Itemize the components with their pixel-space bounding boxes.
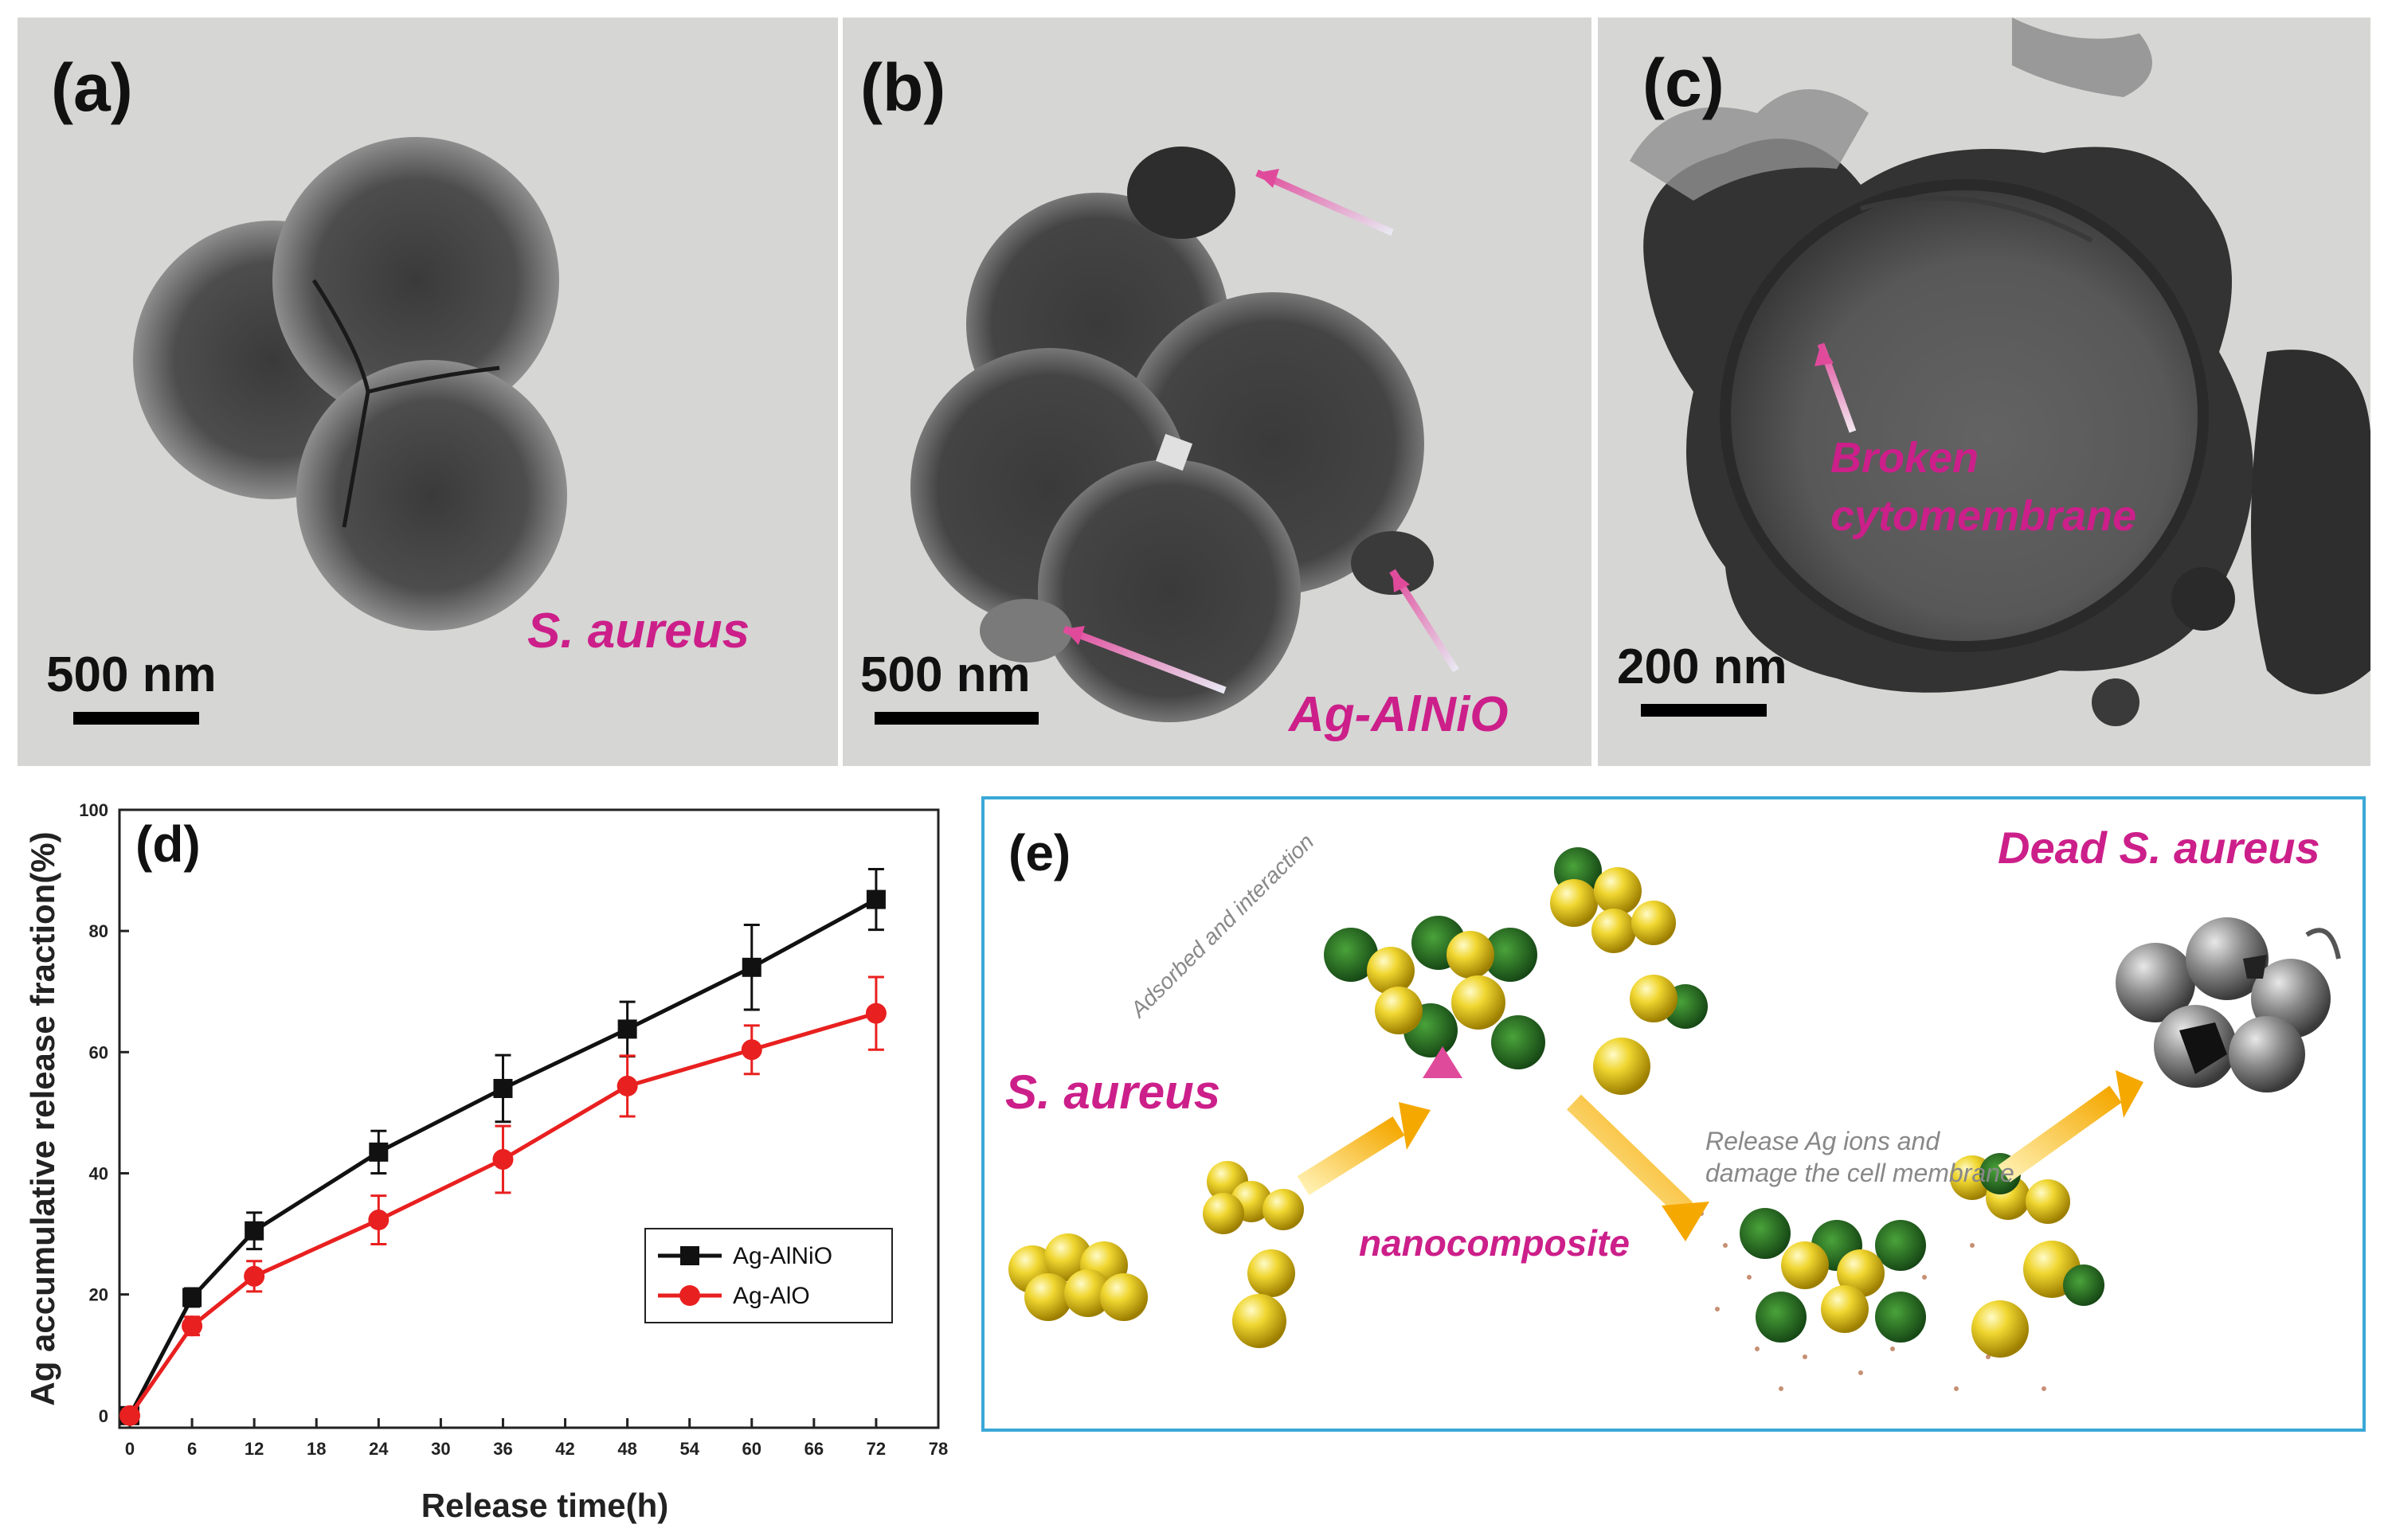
y-tick-label: 80 — [89, 921, 108, 941]
release-chart: 0 6 12 18 24 30 36 42 48 54 60 66 72 78 0 20 40 60 80 100 Re… — [0, 776, 956, 1540]
data-point — [369, 1142, 389, 1162]
nanocomposite-cluster-top — [1324, 916, 1545, 1069]
scale-bar-label-b: 500 nm — [860, 647, 1031, 702]
y-tick-label: 60 — [89, 1042, 108, 1062]
series-line-2 — [127, 1011, 877, 1417]
x-tick-label: 30 — [431, 1439, 450, 1459]
dead-cluster — [2116, 917, 2341, 1092]
nanocomposite-cluster-bottom — [1740, 1208, 1926, 1343]
data-point — [865, 1003, 887, 1024]
data-point — [245, 1221, 264, 1241]
nanocomposite-label: nanocomposite — [1359, 1222, 1630, 1264]
x-tick-label: 36 — [493, 1439, 512, 1459]
x-tick-label: 24 — [369, 1439, 389, 1459]
x-tick-label: 66 — [804, 1439, 824, 1459]
panel-label-a: (a) — [51, 50, 133, 125]
data-point — [742, 957, 761, 977]
process-arrows — [1297, 1046, 2143, 1277]
broken-label-line1: Broken — [1830, 434, 1979, 482]
x-tick-label: 6 — [187, 1439, 197, 1459]
x-tick-label: 18 — [307, 1439, 326, 1459]
cell-cluster-a — [133, 137, 567, 631]
panel-label-c: (c) — [1642, 45, 1724, 120]
plot-frame — [118, 808, 940, 1429]
data-point — [182, 1315, 203, 1337]
panel-label-d: (d) — [135, 815, 201, 873]
x-tick-label: 54 — [679, 1439, 699, 1459]
x-tick-label: 12 — [245, 1439, 264, 1459]
scale-bar-label-a: 500 nm — [46, 647, 217, 702]
species-label-a: S. aureus — [527, 604, 750, 659]
dead-label: Dead S. aureus — [1998, 823, 2320, 873]
x-tick-label: 78 — [929, 1439, 948, 1459]
x-tick-label: 42 — [555, 1439, 574, 1459]
mechanism-schematic: Adsorbed and interaction Release Ag ions… — [981, 796, 2366, 1432]
broken-label-line2: cytomembrane — [1830, 492, 2137, 540]
cell-cluster-b — [910, 147, 1459, 722]
data-point — [741, 1039, 762, 1061]
live-label: S. aureus — [1005, 1065, 1221, 1119]
data-point — [617, 1019, 637, 1039]
data-point — [866, 889, 886, 909]
legend-box — [644, 1228, 893, 1323]
legend-marker — [680, 1246, 699, 1265]
release-label-1: Release Ag ions and — [1705, 1127, 1940, 1155]
y-axis-title: Ag accumulative release fraction(%) — [24, 831, 61, 1405]
live-cluster-2 — [1203, 1161, 1304, 1348]
broken-cell-c — [1630, 18, 2370, 726]
tem-image-b: (b) 500 nm Ag-AlNiO — [843, 18, 1591, 766]
x-tick-label: 0 — [125, 1439, 135, 1459]
tem-image-c: (c) Broken cytomembrane 200 nm — [1598, 18, 2370, 766]
y-tick-label: 0 — [99, 1406, 108, 1426]
series-line-1 — [127, 897, 878, 1417]
x-tick-label: 60 — [742, 1439, 761, 1459]
legend-label: Ag-AlNiO — [733, 1243, 832, 1269]
tem-image-a: (a) 500 nm S. aureus — [18, 18, 838, 766]
y-tick-label: 40 — [89, 1163, 108, 1183]
scale-bar-b — [875, 712, 1039, 725]
data-point — [617, 1075, 638, 1096]
scale-bar-a — [73, 712, 199, 725]
data-point — [368, 1210, 390, 1231]
schematic-drawing: Adsorbed and interaction Release Ag ions… — [1008, 829, 2341, 1391]
data-point — [244, 1265, 265, 1287]
live-cluster-1 — [1008, 1233, 1148, 1321]
scale-bar-c — [1641, 704, 1767, 717]
panel-label-e: (e) — [1008, 824, 1071, 881]
panel-label-b: (b) — [860, 50, 946, 125]
cluster-top-right — [1550, 847, 1708, 1095]
data-point — [182, 1288, 202, 1307]
legend-marker — [679, 1285, 700, 1306]
release-chart-svg: 0 6 12 18 24 30 36 42 48 54 60 66 72 78 0 20 40 60 80 100 Re… — [24, 800, 948, 1524]
adsorbed-label: Adsorbed and interaction — [1125, 829, 1318, 1022]
x-axis-title: Release time(h) — [421, 1487, 668, 1524]
legend-label: Ag-AlO — [733, 1283, 810, 1309]
scale-bar-label-c: 200 nm — [1617, 639, 1787, 694]
cluster-bottom-right — [1950, 1153, 2104, 1358]
y-tick-label: 100 — [79, 800, 108, 820]
data-point — [492, 1148, 514, 1170]
y-tick-label: 20 — [89, 1285, 108, 1305]
data-point — [493, 1078, 513, 1098]
composite-label-b: Ag-AlNiO — [1289, 687, 1509, 742]
x-tick-label: 72 — [867, 1439, 886, 1459]
data-point — [119, 1405, 141, 1426]
x-tick-label: 48 — [617, 1439, 636, 1459]
release-label-2: damage the cell membrane — [1705, 1159, 2014, 1187]
